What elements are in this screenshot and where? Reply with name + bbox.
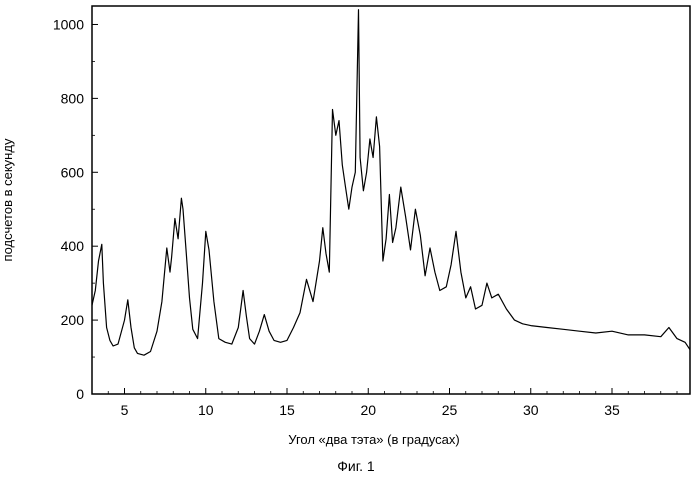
x-tick-label: 15 — [279, 402, 295, 418]
series-line — [92, 10, 690, 356]
x-tick-label: 5 — [121, 402, 129, 418]
x-axis: 5 10 15 20 25 30 35 — [92, 388, 677, 418]
x-tick-label: 20 — [360, 402, 376, 418]
figure-caption: Фиг. 1 — [337, 458, 375, 474]
y-tick-label: 1000 — [53, 16, 84, 32]
y-axis-label: подсчетов в секунду — [0, 138, 15, 261]
plot-area — [92, 6, 690, 394]
x-axis-label: Угол «два тэта» (в градусах) — [288, 432, 459, 447]
x-tick-label: 10 — [198, 402, 214, 418]
y-tick-label: 400 — [61, 238, 85, 254]
y-tick-label: 0 — [76, 386, 84, 402]
y-axis: 0 200 400 600 800 1000 — [53, 16, 98, 402]
x-tick-label: 30 — [523, 402, 539, 418]
y-tick-label: 600 — [61, 164, 85, 180]
y-tick-label: 200 — [61, 312, 85, 328]
y-tick-label: 800 — [61, 90, 85, 106]
x-tick-label: 35 — [604, 402, 620, 418]
x-tick-label: 25 — [442, 402, 458, 418]
